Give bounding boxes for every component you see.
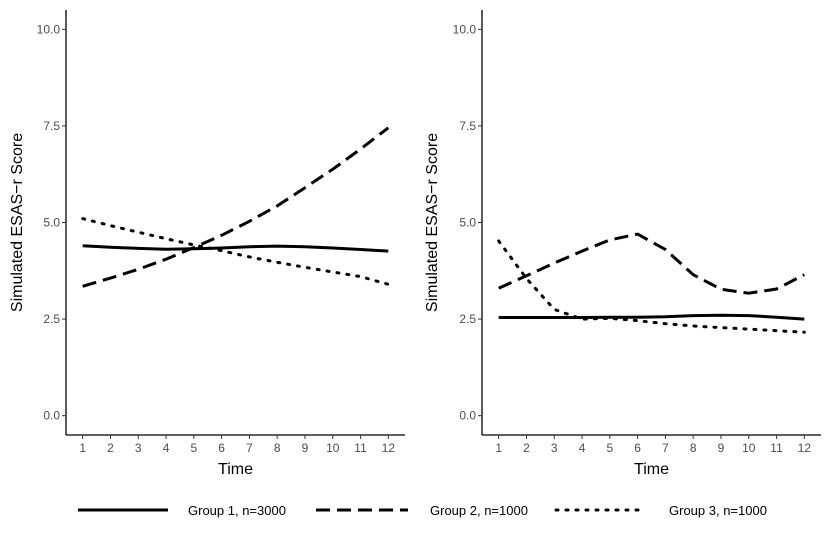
x-tick-label: 5	[190, 441, 197, 455]
x-tick-label: 2	[107, 441, 114, 455]
y-tick-label: 0.0	[43, 409, 60, 423]
x-tick-label: 3	[551, 441, 558, 455]
y-tick-label: 5.0	[43, 216, 60, 230]
series-line-dashed	[498, 232, 805, 295]
series-line-solid	[498, 313, 805, 321]
series-line-dotted	[81, 217, 390, 286]
legend-label: Group 1, n=3000	[188, 503, 286, 518]
left-panel: 0.02.55.07.510.01 2 3 4 5 6 7 8 9 10 11 12TimeSimul…	[9, 10, 405, 478]
x-tick-label: 8	[690, 441, 697, 455]
x-tick-label: 11	[354, 441, 367, 455]
x-tick-label: 7	[662, 441, 669, 455]
x-tick-label: 2	[523, 441, 530, 455]
x-tick-label: 7	[246, 441, 253, 455]
x-axis-title: Time	[634, 461, 669, 478]
x-tick-label: 8	[274, 441, 281, 455]
y-tick-label: 2.5	[459, 312, 476, 326]
legend-label: Group 3, n=1000	[669, 503, 767, 518]
x-tick-label: 12	[798, 441, 812, 455]
x-tick-label: 12	[382, 441, 396, 455]
y-tick-label: 7.5	[459, 119, 476, 133]
series-line-solid	[82, 244, 389, 253]
series-line-dotted	[497, 239, 806, 334]
x-tick-label: 9	[302, 441, 309, 455]
legend: Group 1, n=3000 Group 2, n=1000 Group 3, n…	[78, 503, 767, 518]
x-tick-label: 10	[742, 441, 756, 455]
x-tick-label: 11	[770, 441, 783, 455]
series-line-dashed	[82, 126, 390, 288]
x-tick-label: 5	[606, 441, 613, 455]
x-tick-label: 4	[579, 441, 586, 455]
y-tick-label: 0.0	[459, 409, 476, 423]
x-tick-label: 6	[218, 441, 225, 455]
x-tick-label: 3	[135, 441, 142, 455]
x-axis-title: Time	[218, 461, 253, 478]
right-panel: 0.02.55.07.510.01 2 3 4 5 6 7 8 9 10 11 12TimeSimul…	[424, 10, 821, 478]
y-tick-label: 10.0	[453, 22, 477, 36]
y-axis-title: Simulated ESAS−r Score	[424, 133, 441, 312]
legend-label: Group 2, n=1000	[430, 503, 528, 518]
x-tick-label: 6	[634, 441, 641, 455]
y-tick-label: 10.0	[37, 22, 61, 36]
x-tick-label: 1	[79, 441, 86, 455]
x-tick-label: 9	[718, 441, 725, 455]
y-tick-label: 7.5	[43, 119, 60, 133]
x-tick-label: 1	[495, 441, 502, 455]
x-tick-label: 10	[326, 441, 340, 455]
y-tick-label: 5.0	[459, 216, 476, 230]
x-tick-label: 4	[163, 441, 170, 455]
y-tick-label: 2.5	[43, 312, 60, 326]
y-axis-title: Simulated ESAS−r Score	[9, 133, 26, 312]
